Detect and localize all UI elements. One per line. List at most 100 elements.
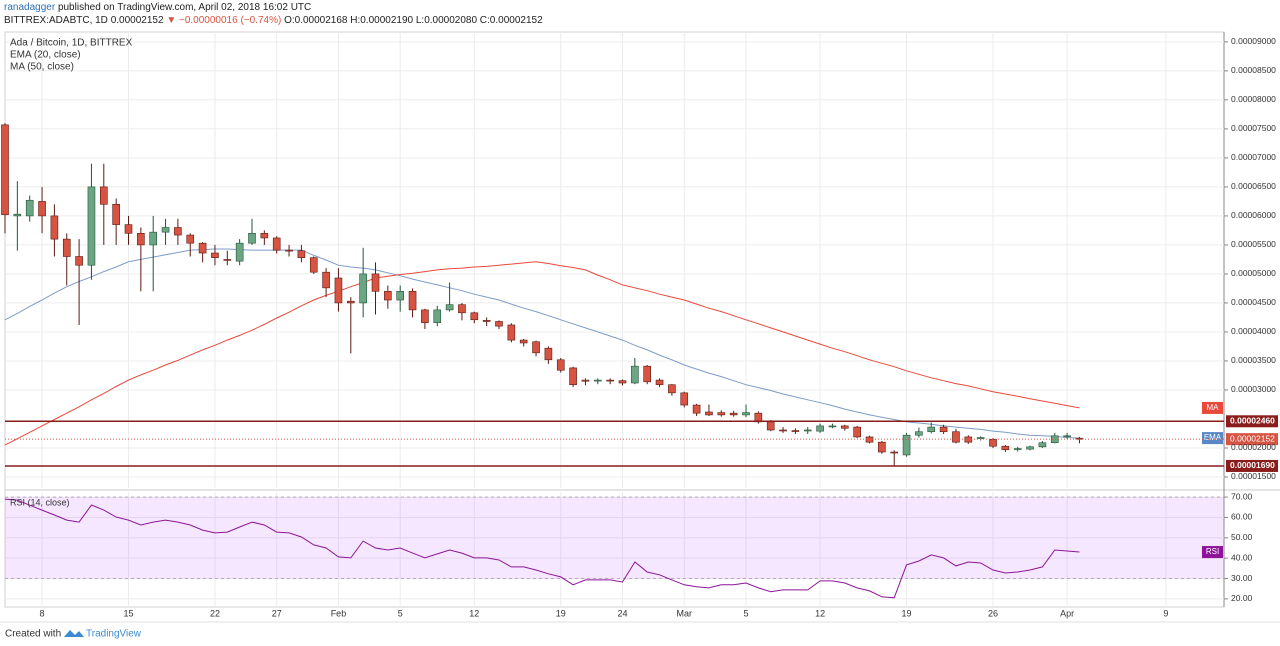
legend-entry: RSI (14, close) — [10, 497, 70, 507]
candle-body — [322, 271, 330, 289]
x-tick-label: Apr — [1060, 608, 1074, 618]
last-price-box — [1226, 433, 1278, 446]
candle-body — [507, 324, 516, 341]
level-label: 0.00002460 — [1230, 416, 1275, 426]
marks: EMA MA 0.00002460 0.00001690 0.00002152 RSI — [1, 123, 1278, 599]
candle-body — [198, 242, 207, 254]
ohlc: O:0.00002168 H:0.00002190 L:0.00002080 C… — [284, 15, 543, 26]
candle-body — [643, 365, 652, 383]
candle-body — [1063, 435, 1071, 438]
candle-body — [1026, 446, 1034, 450]
candle-body — [803, 429, 812, 432]
y-tick-label: 50.00 — [1231, 532, 1253, 542]
candle-body — [297, 250, 306, 258]
legend-entry: EMA (20, close) — [10, 50, 81, 61]
candle-body — [112, 204, 120, 225]
candle-body — [532, 341, 540, 354]
y-tick-label: 0.00006000 — [1231, 210, 1276, 220]
candle-body — [13, 213, 22, 217]
candle-body — [50, 215, 59, 240]
candle-body — [766, 421, 775, 431]
y-tick-label: 0.00009000 — [1231, 36, 1276, 46]
candle-body — [285, 249, 293, 252]
candle-body — [396, 291, 405, 301]
candle-body — [742, 412, 750, 416]
author[interactable]: ranadagger — [4, 2, 56, 13]
x-tick-label: 22 — [210, 608, 220, 618]
level-label: 0.00001690 — [1230, 460, 1275, 470]
candle-body — [211, 252, 219, 258]
candle-body — [989, 438, 997, 447]
footer-created: Created with — [5, 629, 61, 640]
candle-body — [878, 441, 886, 453]
candle-body — [544, 347, 553, 361]
candle-body — [853, 426, 861, 438]
candle-body — [38, 201, 46, 217]
candle-body — [581, 379, 590, 382]
y-tick-label: 60.00 — [1231, 512, 1253, 522]
candle-body — [939, 426, 948, 433]
candle-body — [668, 384, 676, 394]
x-tick-label: Mar — [677, 608, 693, 618]
y-tick-label: 0.00001500 — [1231, 471, 1276, 481]
x-tick-label: 27 — [272, 608, 282, 618]
y-tick-label: 0.00008500 — [1231, 65, 1276, 75]
badge — [1202, 401, 1223, 414]
candle-body — [272, 237, 281, 251]
y-tick-label: 0.00005500 — [1231, 239, 1276, 249]
rsi-band — [5, 497, 1224, 579]
indicator-line — [4, 248, 1080, 439]
y-tick-label: 0.00002000 — [1231, 442, 1276, 452]
candle-body — [458, 304, 466, 314]
published: published on TradingView.com, April 02, … — [57, 2, 312, 13]
candle-body — [445, 304, 454, 311]
badge-label: RSI — [1206, 547, 1219, 556]
badge — [1202, 432, 1223, 445]
candle-body — [680, 392, 689, 406]
legend-entry: MA (50, close) — [10, 62, 74, 73]
candle-body — [816, 425, 824, 432]
candle-body — [433, 309, 442, 323]
candle-body — [260, 233, 269, 239]
x-tick-label: 19 — [556, 608, 566, 618]
candle-body — [692, 404, 701, 414]
candle-body — [915, 431, 923, 436]
candle-body — [87, 186, 96, 266]
candle-body — [149, 231, 157, 246]
x-tick-label: 26 — [988, 608, 998, 618]
candle-body — [421, 309, 429, 323]
candle-body — [1, 124, 9, 216]
candle-body — [384, 291, 392, 301]
badge-label: EMA — [1204, 433, 1222, 442]
candle-body — [346, 300, 355, 304]
candle-body — [248, 233, 256, 244]
candle-body — [927, 426, 936, 433]
candle-body — [334, 277, 343, 304]
header-line: ranadagger published on TradingView.com,… — [4, 2, 311, 13]
badge-label: MA — [1207, 403, 1220, 412]
last-price-label: 0.00002152 — [1230, 433, 1275, 443]
candle-body — [840, 425, 849, 429]
footer-brand[interactable]: TradingView — [86, 629, 142, 640]
level-box — [1226, 415, 1278, 428]
candle-body — [174, 227, 182, 236]
candle-body — [1013, 448, 1022, 450]
candle-body — [495, 321, 503, 327]
x-tick-label: 5 — [398, 608, 403, 618]
candle-body — [655, 379, 664, 386]
x-tick-label: 12 — [469, 608, 479, 618]
candle-body — [952, 431, 960, 443]
candle-body — [717, 412, 726, 416]
candle-body — [556, 359, 565, 371]
candle-body — [137, 233, 145, 246]
grid — [5, 32, 1224, 607]
candle-body — [890, 451, 899, 454]
chart-title: Ada / Bitcoin, 1D, BITTREX — [10, 38, 133, 49]
y-tick-label: 0.00006500 — [1231, 181, 1276, 191]
candle-body — [631, 365, 639, 384]
candle-body — [62, 238, 71, 257]
candle-body — [161, 227, 170, 233]
symbol: BITTREX:ADABTC, 1D — [4, 15, 108, 26]
